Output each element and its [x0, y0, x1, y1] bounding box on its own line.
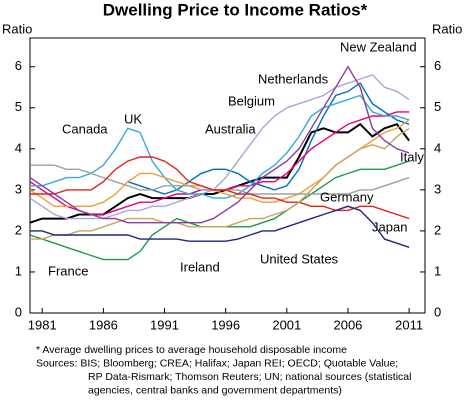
y2-tick-label: 1 — [434, 263, 441, 278]
y-axis-label: Ratio — [2, 21, 32, 36]
y-tick-label: 3 — [15, 181, 22, 196]
footnote: agencies, central banks and government d… — [88, 384, 342, 396]
series-label: Germany — [320, 189, 374, 204]
footnote: RP Data-Rismark; Thomson Reuters; UN; na… — [88, 371, 411, 383]
series-label: Japan — [372, 219, 407, 234]
y2-tick-label: 2 — [434, 222, 441, 237]
y-tick-label: 1 — [15, 263, 22, 278]
data-line — [30, 127, 410, 240]
y2-tick-label: 6 — [434, 58, 441, 73]
series-label: France — [48, 263, 88, 278]
y2-tick-label: 5 — [434, 99, 441, 114]
plot-frame — [29, 37, 426, 314]
series-label: Canada — [62, 121, 108, 136]
series-label: UK — [124, 111, 142, 126]
series-label: Australia — [205, 121, 256, 136]
x-tick-label: 2001 — [272, 317, 301, 332]
x-tick-label: 2011 — [395, 317, 423, 332]
y-tick-label: 0 — [15, 304, 22, 319]
data-line — [30, 94, 410, 199]
y-tick-label: 4 — [15, 140, 22, 155]
y2-axis-label: Ratio — [432, 21, 462, 36]
data-line — [29, 65, 410, 224]
footnote: * Average dwelling prices to average hou… — [36, 344, 347, 356]
data-line — [30, 205, 410, 248]
x-tick-label: 1996 — [211, 317, 240, 332]
y-tick-label: 2 — [15, 222, 22, 237]
data-line — [127, 82, 410, 195]
y2-tick-label: 4 — [434, 140, 441, 155]
x-tick-label: 1981 — [28, 317, 57, 332]
series-label: Netherlands — [258, 71, 329, 86]
data-line — [29, 74, 410, 220]
series-label: Belgium — [228, 93, 275, 108]
series-label: Ireland — [180, 259, 220, 274]
series-label: United States — [260, 251, 339, 266]
x-tick-label: 1986 — [89, 317, 118, 332]
y-tick-label: 6 — [15, 58, 22, 73]
data-line — [30, 156, 410, 220]
y2-tick-label: 0 — [434, 304, 441, 319]
x-tick-label: 2006 — [333, 317, 362, 332]
chart-title: Dwelling Price to Income Ratios* — [103, 0, 368, 19]
y2-tick-label: 3 — [434, 181, 441, 196]
footnote: Sources: BIS; Bloomberg; CREA; Halifax; … — [36, 357, 398, 369]
x-tick-label: 1991 — [150, 317, 179, 332]
y-tick-label: 5 — [15, 99, 22, 114]
data-line — [29, 160, 410, 261]
series-label: New Zealand — [340, 39, 417, 54]
series-label: Italy — [400, 149, 424, 164]
